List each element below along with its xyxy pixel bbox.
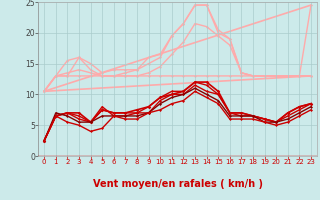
X-axis label: Vent moyen/en rafales ( km/h ): Vent moyen/en rafales ( km/h ) (92, 179, 263, 189)
